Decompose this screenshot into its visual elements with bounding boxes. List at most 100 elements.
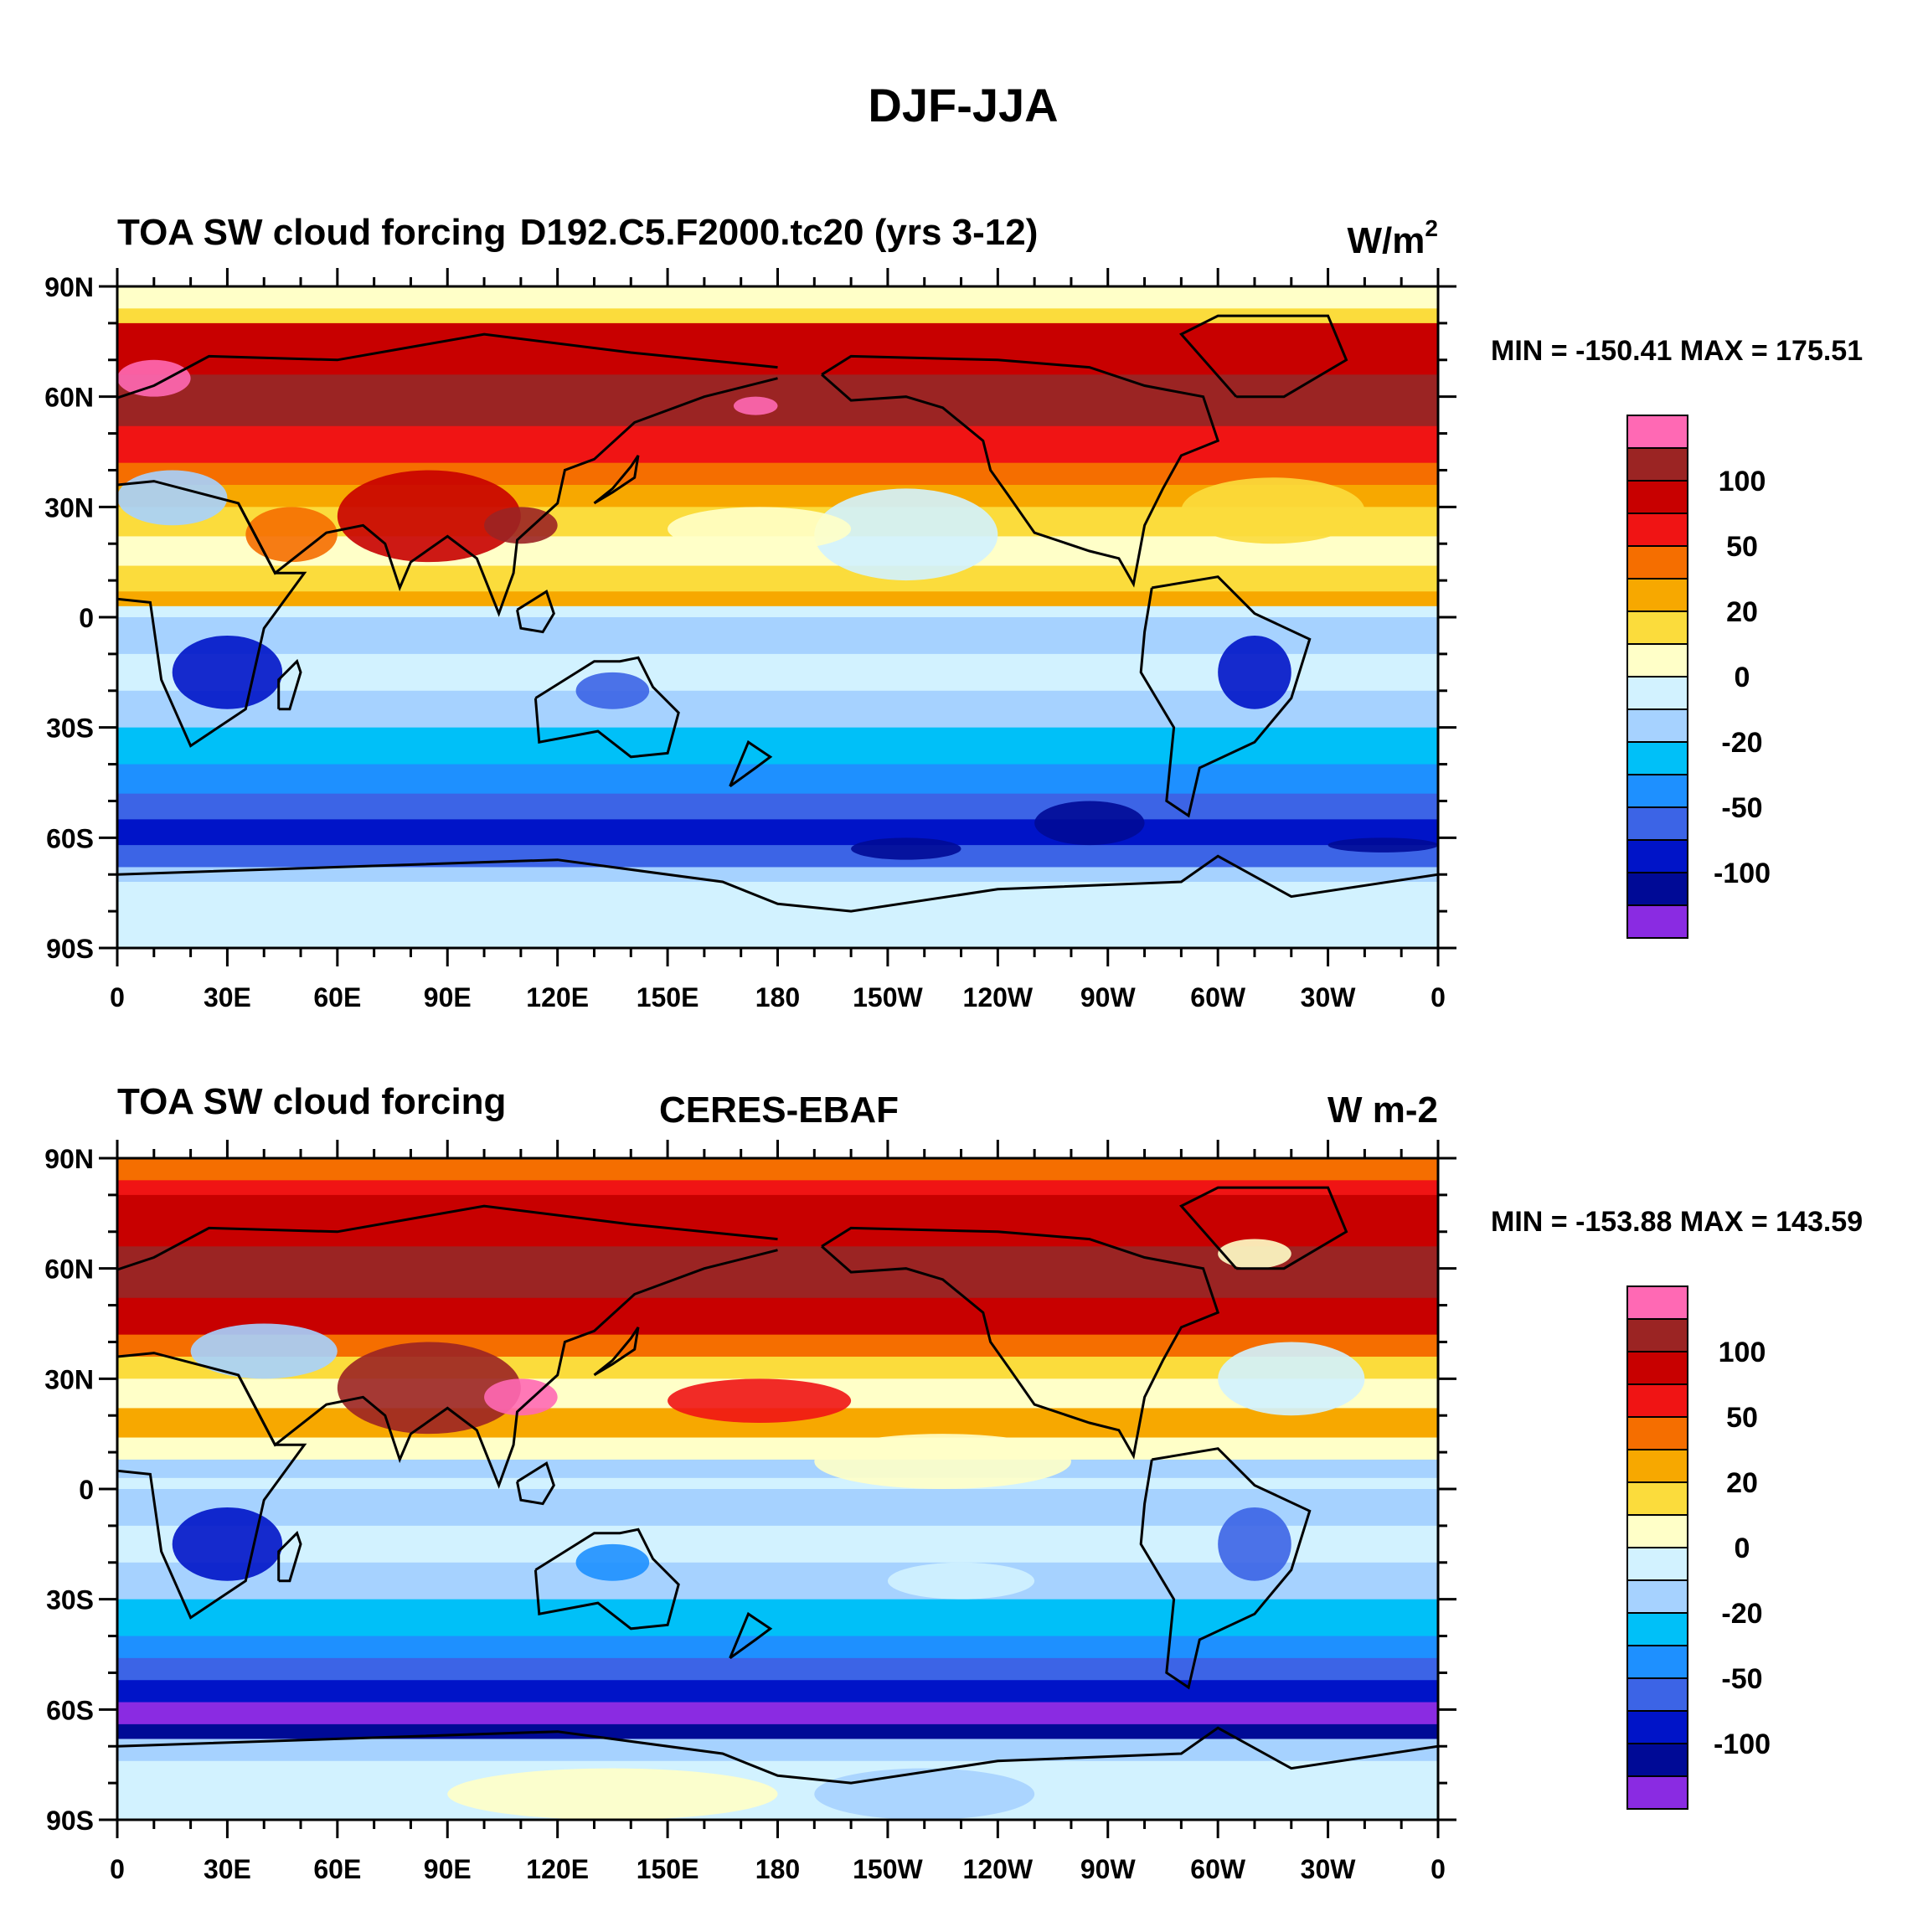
lon-label: 120E — [526, 1854, 589, 1884]
units-base: W/m — [1348, 220, 1425, 261]
lon-label: 150W — [853, 982, 923, 1012]
coastline — [729, 739, 773, 788]
colorbar-swatch — [1626, 1449, 1688, 1483]
colorbar-swatch — [1626, 1351, 1688, 1385]
field-band — [117, 617, 1438, 655]
colorbar-label: -50 — [1721, 1663, 1762, 1695]
coastline — [593, 455, 640, 505]
field-region — [733, 396, 778, 415]
colorbar-swatch — [1626, 1645, 1688, 1679]
field-band — [117, 565, 1438, 592]
colorbar-swatch — [1626, 415, 1688, 449]
lon-label: 0 — [1431, 982, 1446, 1012]
lon-label: 90W — [1080, 1854, 1137, 1884]
field-region — [1034, 801, 1145, 846]
colorbar-swatch — [1626, 872, 1688, 906]
field-band — [117, 1636, 1438, 1659]
colorbar-swatch — [1626, 774, 1688, 808]
field-band — [117, 1723, 1438, 1739]
panel-center-title: D192.C5.F2000.tc20 (yrs 3-12) — [520, 212, 1039, 253]
field-region — [337, 1342, 521, 1435]
field-region — [172, 1507, 283, 1581]
colorbar-swatch — [1626, 741, 1688, 775]
lat-label: 90N — [44, 272, 94, 302]
colorbar-swatch — [1626, 1514, 1688, 1548]
lat-label: 0 — [79, 1475, 94, 1505]
coastline — [516, 590, 555, 634]
axis-ticks — [99, 268, 1456, 966]
colorbar-label: 100 — [1719, 1337, 1766, 1368]
colorbar-swatch — [1626, 708, 1688, 743]
colorbar-swatch — [1626, 1416, 1688, 1450]
colorbar-label: 20 — [1726, 1467, 1758, 1499]
axis-ticks — [99, 1140, 1456, 1838]
lon-label: 150E — [637, 982, 699, 1012]
field-region — [814, 1434, 1071, 1490]
colorbar-swatch — [1626, 447, 1688, 482]
field-region — [337, 470, 521, 563]
colorbar-swatch — [1626, 545, 1688, 580]
colorbar-label: 0 — [1735, 662, 1750, 693]
field-region — [887, 1562, 1035, 1600]
panel-observation: TOA SW cloud forcing CERES-EBAF W m-2 90… — [44, 1081, 1863, 1884]
field-band — [117, 1180, 1438, 1196]
colorbar-swatch — [1626, 1318, 1688, 1352]
field-region — [851, 837, 961, 860]
colorbar-label: -100 — [1714, 1728, 1771, 1760]
lon-label: 0 — [1431, 1854, 1446, 1884]
panel-model: TOA SW cloud forcing D192.C5.F2000.tc20 … — [44, 212, 1863, 1012]
field-region — [172, 635, 283, 709]
coastline — [277, 1530, 302, 1583]
colorbar-label: -100 — [1714, 858, 1771, 889]
lat-label: 60N — [44, 383, 94, 413]
lon-label: 0 — [110, 982, 125, 1012]
field-band — [117, 690, 1438, 729]
field-band — [117, 308, 1438, 324]
coastline — [1139, 575, 1312, 818]
coastline — [237, 377, 778, 617]
field-region — [668, 1378, 852, 1423]
panel-units: W m-2 — [1327, 1090, 1438, 1131]
field-region — [668, 507, 852, 552]
lon-label: 60E — [313, 982, 361, 1012]
colorbar-swatch — [1626, 578, 1688, 612]
lat-label: 30N — [44, 1364, 94, 1394]
field-region — [484, 507, 558, 544]
field-band — [117, 1477, 1438, 1490]
lat-labels: 90N 60N 30N 0 30S 60S 90S — [44, 272, 94, 964]
field-band — [117, 845, 1438, 868]
field-band — [117, 1739, 1438, 1762]
map-field-model — [117, 286, 1438, 948]
units-base: W m-2 — [1327, 1090, 1438, 1131]
field-band — [117, 867, 1438, 883]
field-region — [447, 1768, 778, 1820]
colorbar-label: 20 — [1726, 596, 1758, 628]
lon-label: 180 — [755, 982, 800, 1012]
field-band — [117, 462, 1438, 486]
lat-label: 90N — [44, 1144, 94, 1174]
lat-label: 30S — [46, 1585, 94, 1615]
colorbar-swatch — [1626, 839, 1688, 873]
lon-label: 30E — [204, 1854, 251, 1884]
lat-label: 60S — [46, 1695, 94, 1725]
coastline — [534, 1528, 680, 1631]
field-band — [117, 653, 1438, 692]
field-band — [117, 425, 1438, 464]
colorbar-label: 100 — [1719, 466, 1766, 497]
colorbar-swatch — [1626, 904, 1688, 939]
colorbar-swatch — [1626, 611, 1688, 645]
colorbar-label: -20 — [1721, 1598, 1762, 1630]
field-region — [190, 1323, 338, 1379]
lon-label: 150E — [637, 1854, 699, 1884]
colorbar-swatch — [1626, 1285, 1688, 1320]
field-region — [1181, 477, 1365, 544]
field-band — [117, 591, 1438, 607]
panel-left-title: TOA SW cloud forcing — [117, 212, 506, 253]
lat-label: 90S — [46, 934, 94, 964]
colorbar-swatch — [1626, 806, 1688, 841]
colorbar-swatch — [1626, 1743, 1688, 1777]
coastline — [117, 854, 1438, 913]
colorbar-swatch — [1626, 1383, 1688, 1418]
coastline — [277, 658, 302, 711]
coastline — [534, 656, 680, 759]
